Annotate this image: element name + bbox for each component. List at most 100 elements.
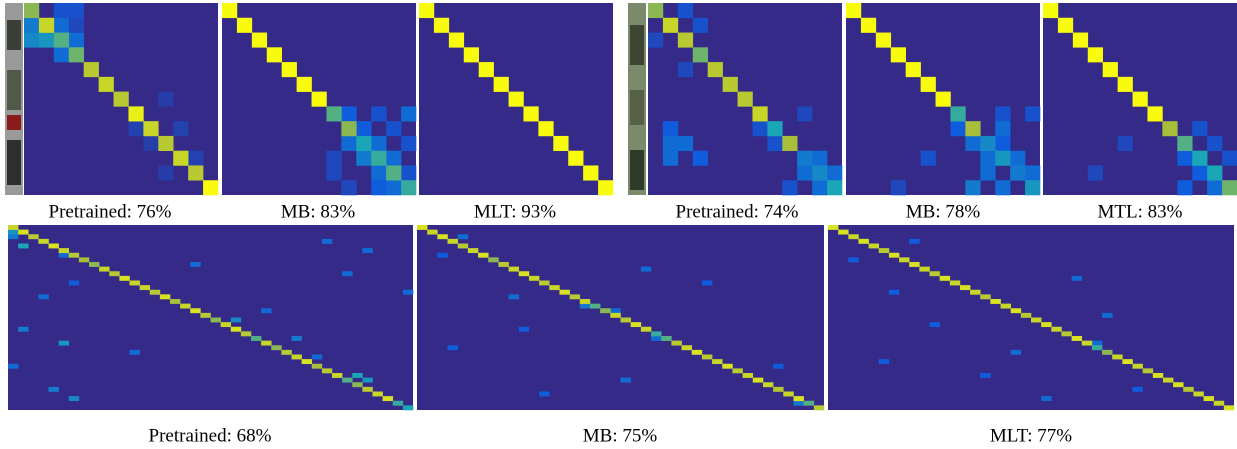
diagonal-cell	[559, 289, 570, 295]
heatmap-cell	[190, 262, 201, 267]
heatmap-cell	[995, 121, 1011, 137]
diagonal-cell	[332, 373, 343, 378]
heatmap-cell	[128, 121, 144, 137]
diagonal-cell	[1091, 345, 1103, 351]
diagonal-cell	[1010, 308, 1022, 314]
diagonal-cell	[782, 135, 798, 151]
diagonal-cell	[478, 252, 489, 258]
heatmap-cell	[1177, 150, 1193, 166]
photo-strip	[628, 3, 646, 195]
heatmap-cell	[1177, 180, 1193, 196]
heatmap-cell	[401, 135, 417, 151]
heatmap-cell	[386, 121, 402, 137]
heatmap-cell	[129, 349, 140, 355]
heatmap-cell	[261, 308, 272, 314]
diagonal-cell	[712, 359, 723, 365]
heatmap-cell	[1041, 396, 1052, 402]
diagonal-cell	[402, 405, 414, 411]
heatmap-cell	[48, 386, 59, 392]
diagonal-cell	[1031, 317, 1042, 323]
diagonal-cell	[68, 252, 80, 258]
heatmap-cell	[311, 354, 323, 360]
diagonal-cell	[89, 262, 100, 267]
diagonal-cell	[523, 106, 539, 122]
heatmap-cell	[24, 17, 40, 33]
heatmap-cell	[68, 17, 84, 33]
heatmap-cell	[1192, 121, 1208, 137]
diagonal-cell	[139, 285, 151, 291]
diagonal-cell	[783, 391, 794, 397]
diagonal-cell	[959, 285, 971, 291]
diagonal-cell	[342, 377, 353, 383]
diagonal-cell	[553, 135, 569, 151]
heatmap-cell	[1071, 275, 1083, 281]
heatmap-cell	[909, 238, 920, 244]
heatmap-cell	[782, 180, 798, 196]
diagonal-cell	[53, 32, 70, 48]
diagonal-cell	[203, 180, 219, 196]
caption: MLT: 93%	[474, 201, 556, 222]
photo-strip	[5, 3, 23, 195]
diagonal-cell	[737, 91, 753, 107]
heatmap-cell	[326, 150, 342, 166]
heatmap-cell	[68, 396, 80, 402]
diagonal-cell	[538, 121, 554, 137]
diagonal-cell	[447, 238, 458, 244]
diagonal-cell	[1041, 322, 1052, 328]
diagonal-cell	[868, 243, 880, 249]
diagonal-cell	[860, 17, 877, 33]
heatmap-cell	[662, 135, 679, 151]
heatmap-cell	[640, 266, 652, 272]
diagonal-cell	[119, 275, 130, 281]
diagonal-cell	[742, 373, 754, 378]
heatmap-cell	[53, 17, 70, 33]
diagonal-cell	[579, 299, 591, 304]
diagonal-cell	[662, 17, 679, 33]
heatmap-cell	[1222, 150, 1237, 166]
diagonal-cell	[812, 165, 828, 181]
diagonal-cell	[890, 47, 906, 63]
heatmap-cell	[53, 47, 70, 63]
diagonal-cell	[18, 229, 29, 235]
diagonal-cell	[1102, 62, 1118, 78]
diagonal-cell	[188, 165, 204, 181]
diagonal-cell	[598, 180, 614, 196]
diagonal-cell	[1122, 359, 1133, 365]
heatmap-cell	[812, 180, 828, 196]
heatmap-cell	[920, 150, 936, 166]
diagonal-cell	[200, 312, 211, 318]
diagonal-cell	[98, 76, 114, 92]
diagonal-cell	[1112, 354, 1123, 360]
diagonal-cell	[965, 121, 981, 137]
diagonal-cell	[281, 349, 292, 355]
diagonal-cell	[995, 150, 1011, 166]
diagonal-cell	[920, 76, 936, 92]
diagonal-cell	[419, 3, 435, 19]
heatmap-cell	[797, 165, 813, 181]
diagonal-cell	[589, 303, 601, 309]
heatmap-cell	[8, 234, 19, 240]
heatmap-cell	[158, 91, 174, 107]
diagonal-cell	[1193, 391, 1204, 397]
heatmap-cell	[662, 150, 679, 166]
heatmap-cell	[980, 165, 996, 181]
diagonal-cell	[251, 32, 268, 48]
diagonal-cell	[261, 340, 272, 346]
diagonal-cell	[109, 271, 120, 277]
diagonal-cell	[170, 299, 181, 304]
diagonal-cell	[630, 322, 642, 328]
heatmap-cell	[230, 317, 242, 323]
diagonal-cell	[210, 317, 221, 323]
diagonal-cell	[24, 3, 40, 19]
diagonal-cell	[296, 76, 312, 92]
caption: MB: 78%	[906, 201, 981, 222]
heatmap-cell	[579, 303, 591, 309]
heatmap-cell	[401, 165, 417, 181]
diagonal-cell	[301, 359, 313, 365]
heatmap-cell	[38, 294, 49, 300]
diagonal-cell	[498, 262, 509, 267]
heatmap-cell	[8, 229, 19, 235]
heatmap-cell	[827, 165, 843, 181]
diagonal-cell	[528, 275, 540, 281]
